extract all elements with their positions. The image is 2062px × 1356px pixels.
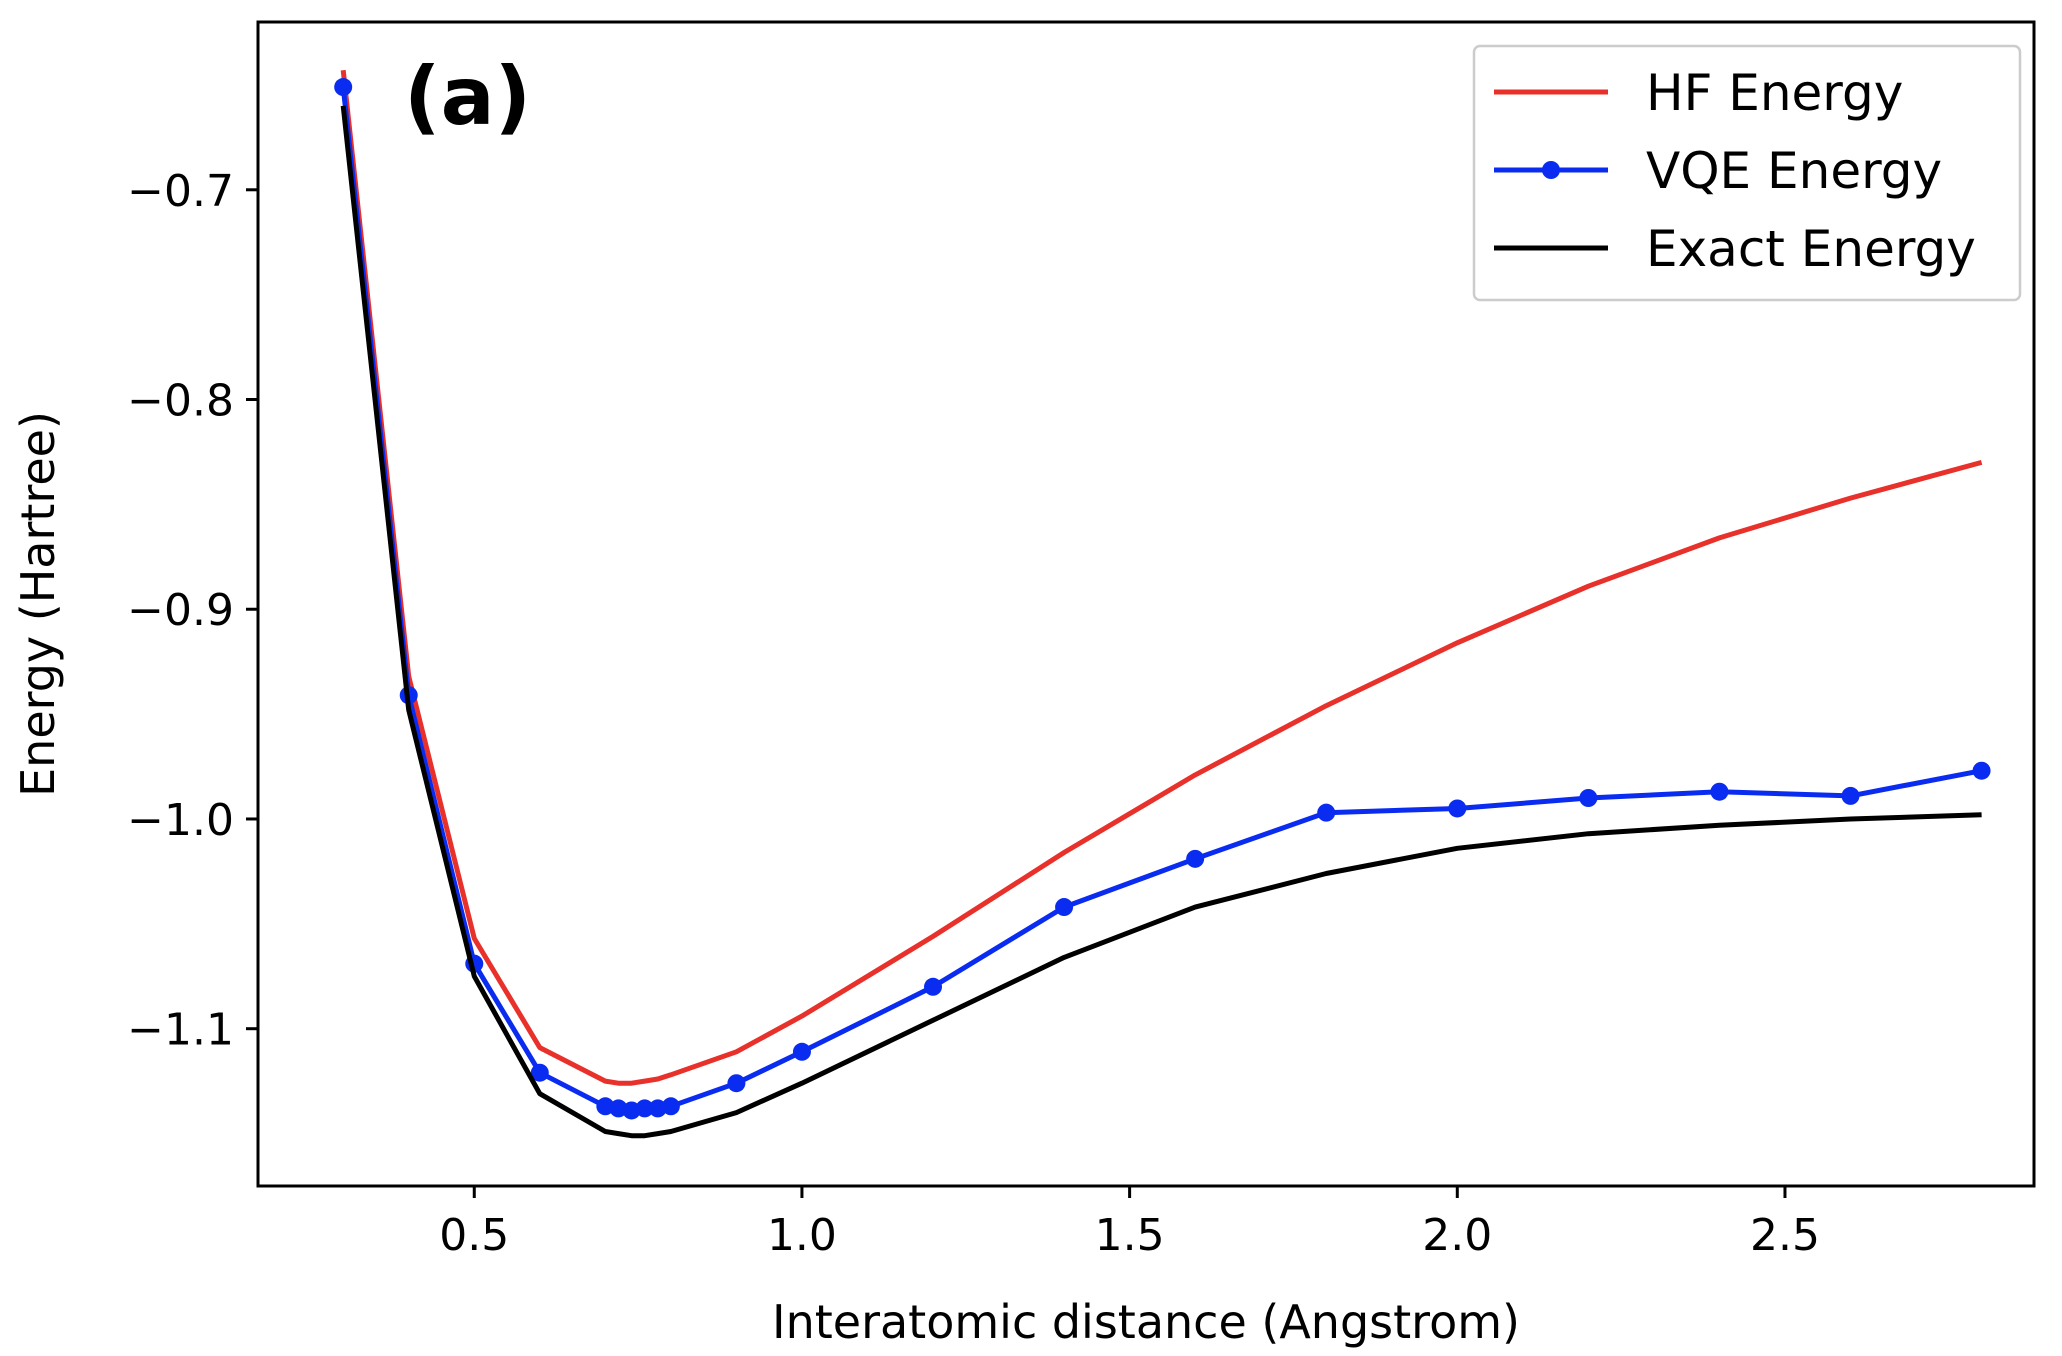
series-layer [334,69,1991,1139]
y-tick-label: −1.1 [127,1005,234,1056]
vqe-energy-point [334,78,353,97]
vqe-energy-point [1710,782,1729,801]
x-tick-label: 2.5 [1750,1210,1820,1261]
x-tick-label: 1.0 [767,1210,837,1261]
legend-box [1472,44,2022,302]
plot-frame [256,20,2036,1188]
x-tick-label: 1.5 [1095,1210,1165,1261]
exact-energy-line [340,105,1982,1139]
vqe-energy-point [792,1042,811,1061]
y-tick-label: −0.9 [127,585,234,636]
vqe-energy-point [530,1063,549,1082]
hf-energy-line [340,69,1983,1086]
y-tick-label: −1.0 [127,795,234,846]
x-axis-label: Interatomic distance (Angstrom) [772,1295,1520,1349]
x-tick-label: 0.5 [439,1210,509,1261]
y-tick-label: −0.8 [127,376,234,427]
legend-items: HF Energy VQE Energy Exact Energy [1494,64,1976,278]
ticks-layer: 0.5 1.0 1.5 2.0 2.5 −0.7 −0.8 −0.9 −1.0 −1.1 [127,166,1820,1261]
panel-label: (a) [404,50,531,143]
vqe-energy-point [1186,849,1205,868]
legend: HF Energy VQE Energy Exact Energy [1472,44,2022,302]
vqe-energy-point [1448,799,1467,818]
legend-vqe-energy-marker [1542,161,1560,179]
vqe-energy-point [1972,761,1991,780]
vqe-energy-point [635,1099,654,1118]
y-axis-label: Energy (Hartree) [11,411,65,797]
vqe-energy-point [727,1074,746,1093]
vqe-energy-point [1317,803,1336,822]
vqe-energy-point [661,1097,680,1116]
vqe-energy-point [1841,786,1860,805]
legend-exact-energy-label: Exact Energy [1646,220,1976,278]
x-tick-label: 2.0 [1422,1210,1492,1261]
legend-vqe-energy-label: VQE Energy [1646,142,1942,200]
legend-hf-energy-label: HF Energy [1646,64,1903,122]
y-tick-label: −0.7 [127,166,234,217]
vqe-energy-point [1055,898,1074,917]
vqe-energy-point [924,977,943,996]
vqe-energy-point [1579,789,1598,807]
